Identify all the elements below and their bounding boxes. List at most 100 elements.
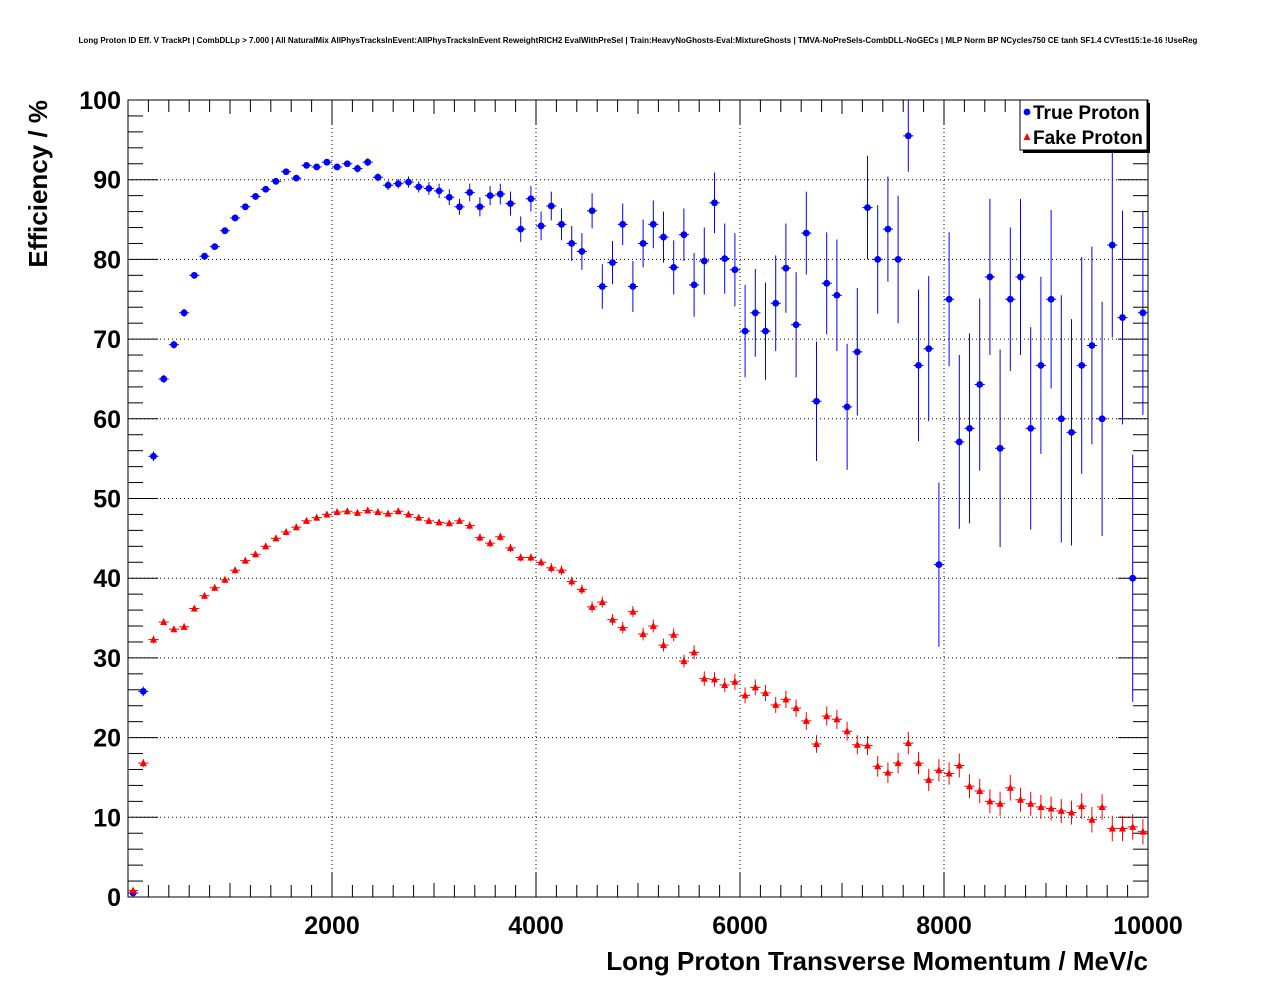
marker-circle: [252, 193, 259, 200]
data-point: [617, 203, 628, 246]
data-point: [1097, 301, 1108, 536]
data-point: [362, 158, 373, 167]
marker-circle: [864, 204, 871, 211]
marker-triangle: [1047, 804, 1055, 812]
marker-triangle: [231, 566, 239, 574]
marker-triangle: [170, 625, 178, 633]
marker-circle: [537, 222, 545, 230]
marker-triangle: [1017, 795, 1024, 803]
y-tick-label: 30: [93, 645, 121, 673]
marker-circle: [456, 203, 463, 211]
marker-circle: [629, 283, 637, 290]
y-axis: 0 10 20 30 40 50 60 70 80 90 100: [79, 87, 1148, 912]
data-point: [291, 523, 302, 531]
data-point: [576, 584, 587, 595]
data-point: [791, 699, 802, 717]
marker-circle: [955, 438, 963, 446]
data-point: [872, 755, 883, 777]
marker-triangle: [221, 575, 229, 583]
marker-triangle: [945, 769, 953, 777]
data-point: [189, 271, 200, 279]
marker-triangle: [292, 523, 300, 531]
marker-triangle: [751, 683, 759, 691]
marker-triangle: [966, 782, 973, 790]
data-point: [230, 566, 241, 574]
data-point: [709, 672, 720, 687]
marker-triangle: [507, 543, 514, 551]
data-point: [719, 223, 730, 294]
marker-triangle: [598, 598, 606, 606]
marker-circle: [241, 203, 249, 211]
data-point: [954, 355, 965, 529]
marker-triangle: [303, 516, 310, 524]
data-point: [668, 628, 679, 642]
data-point: [1086, 246, 1097, 445]
data-point: [566, 225, 577, 261]
data-point: [1137, 818, 1148, 845]
data-point: [862, 736, 873, 756]
marker-triangle: [731, 677, 739, 685]
marker-circle: [619, 220, 627, 228]
marker-triangle: [629, 607, 637, 615]
data-point: [862, 155, 873, 260]
marker-triangle: [721, 680, 729, 688]
data-point: [995, 349, 1006, 548]
data-point: [474, 197, 485, 217]
marker-circle: [405, 178, 412, 186]
data-point: [1066, 800, 1077, 825]
marker-circle: [190, 271, 198, 279]
data-point: [423, 516, 434, 525]
data-point: [423, 182, 434, 195]
y-tick-label: 10: [93, 804, 121, 832]
marker-circle: [496, 190, 504, 198]
legend-marker-triangle: [1023, 133, 1031, 140]
data-point: [219, 227, 230, 235]
marker-triangle: [323, 510, 331, 518]
marker-triangle: [660, 641, 667, 649]
data-point: [311, 513, 322, 521]
marker-circle: [527, 195, 535, 203]
data-point: [831, 239, 842, 352]
marker-circle: [568, 240, 576, 247]
data-point: [933, 482, 944, 647]
marker-circle: [343, 160, 351, 168]
data-point: [189, 604, 200, 612]
data-point: [128, 886, 139, 894]
data-point: [638, 627, 649, 641]
data-point: [1056, 295, 1067, 543]
data-point: [515, 216, 526, 242]
data-point: [954, 753, 965, 778]
data-point: [984, 789, 995, 814]
marker-circle: [670, 263, 678, 271]
marker-triangle: [180, 622, 188, 630]
data-point: [1127, 814, 1138, 840]
marker-triangle: [813, 739, 820, 747]
marker-circle: [772, 299, 780, 307]
data-point: [434, 518, 445, 526]
marker-triangle: [649, 622, 657, 630]
data-point: [923, 276, 934, 422]
marker-triangle: [996, 799, 1004, 807]
data-point: [168, 340, 179, 349]
data-point: [852, 735, 863, 755]
data-point: [281, 168, 292, 176]
marker-circle: [751, 309, 759, 317]
data-point: [230, 214, 241, 222]
marker-circle: [649, 220, 657, 228]
marker-triangle: [1108, 824, 1116, 832]
data-point: [209, 243, 220, 251]
grid-lines: [128, 100, 1148, 897]
x-tick-label: 10000: [1113, 912, 1183, 940]
marker-circle: [639, 240, 647, 247]
data-point: [780, 223, 791, 313]
data-point: [913, 289, 924, 442]
y-tick-label: 60: [93, 406, 121, 434]
data-point: [454, 516, 465, 525]
data-point: [342, 507, 353, 515]
data-point: [964, 333, 975, 524]
marker-circle: [1139, 309, 1147, 317]
marker-circle: [945, 295, 953, 303]
marker-circle: [1006, 295, 1014, 303]
data-point: [1137, 210, 1148, 415]
